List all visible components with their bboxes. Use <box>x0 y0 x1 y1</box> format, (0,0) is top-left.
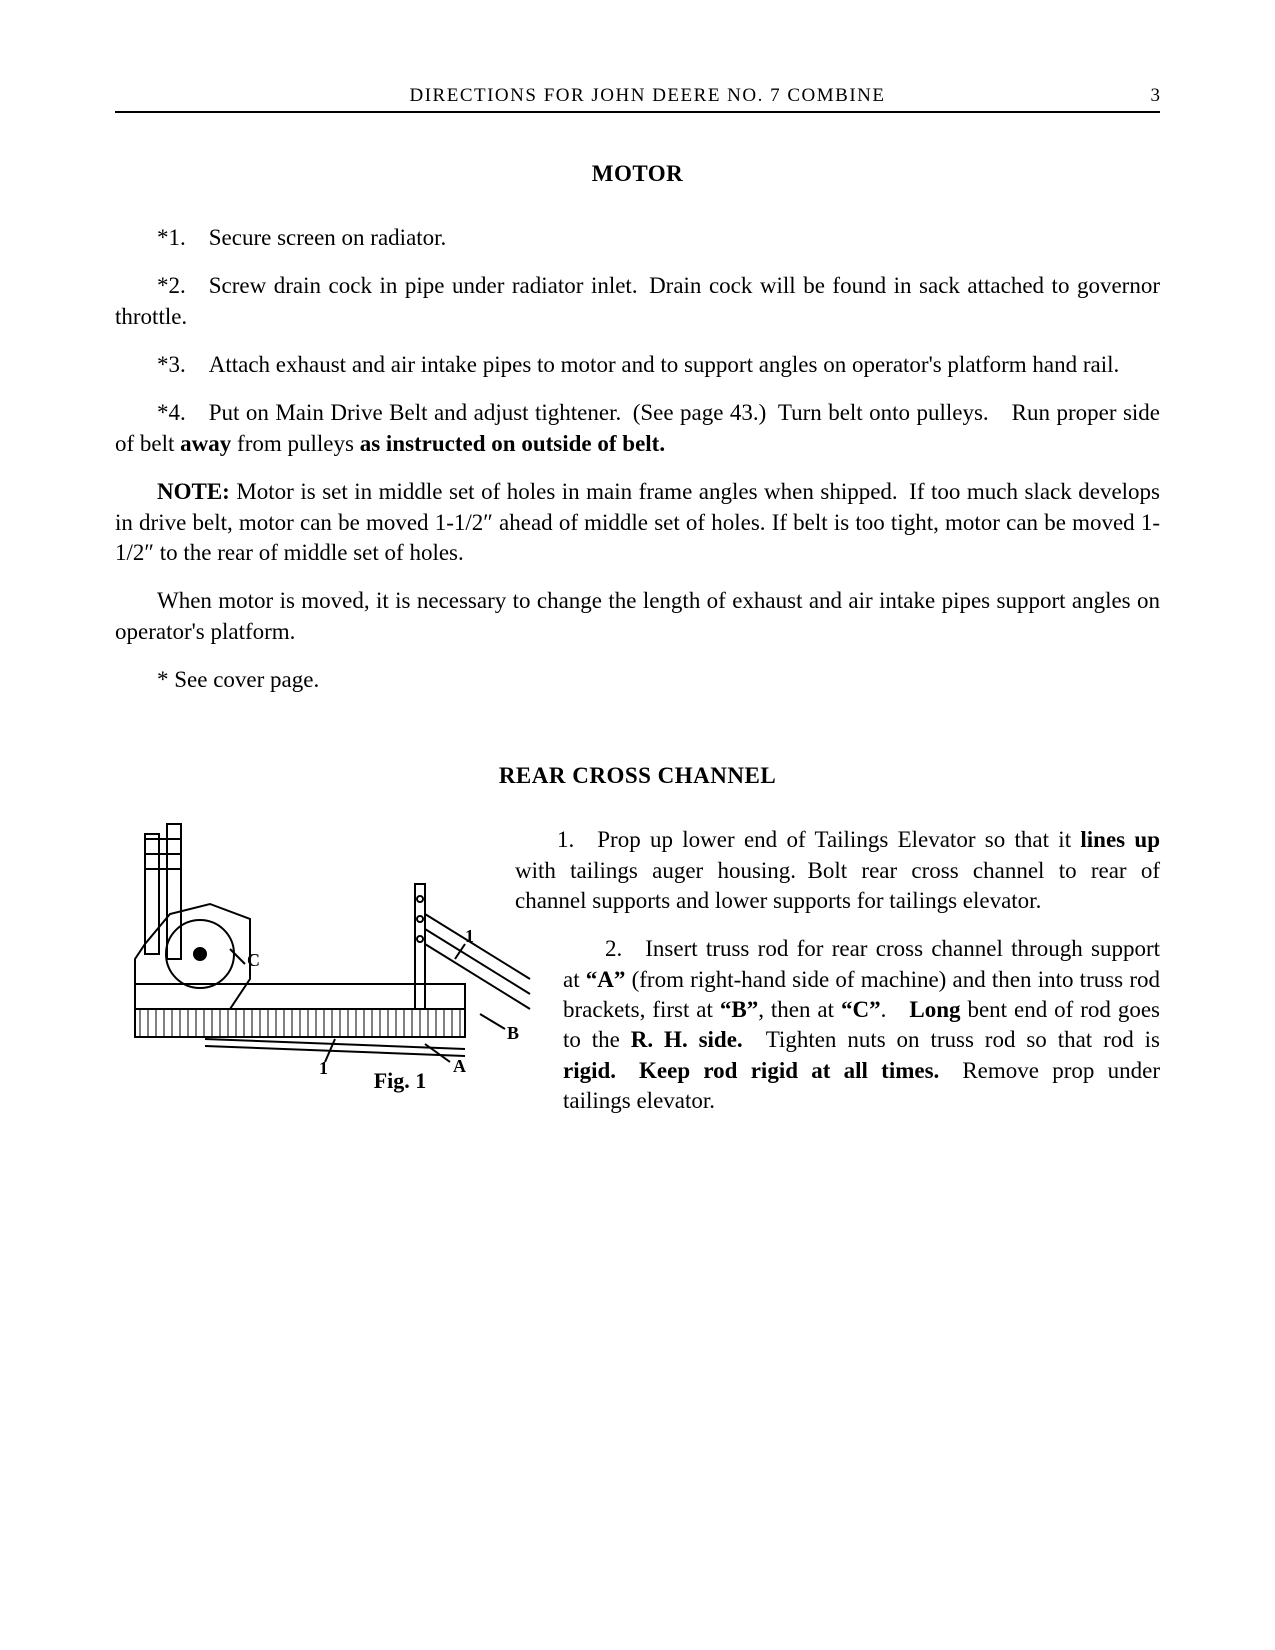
fig-label-1l: 1 <box>319 1058 328 1074</box>
page-header: DIRECTIONS FOR JOHN DEERE NO. 7 COMBINE … <box>115 85 1160 113</box>
figure-1: A B C 1 1 Fig. 1 <box>115 814 535 1094</box>
rear-p2-sp <box>616 1058 639 1083</box>
rear-p2: 2. Insert truss rod for rear cross chann… <box>563 934 1160 1116</box>
fig-label-b: B <box>507 1023 519 1043</box>
motor-heading: MOTOR <box>115 161 1160 187</box>
rear-p2-mid2: , then at <box>758 997 841 1022</box>
fig-label-1r: 1 <box>465 926 474 946</box>
rear-p2-C: “C” <box>841 997 881 1022</box>
rear-heading: REAR CROSS CHANNEL <box>115 763 1160 789</box>
rear-p2-rh: R. H. side. <box>631 1027 743 1052</box>
rear-p2-mid5: Tighten nuts on truss rod so that rod is <box>743 1027 1160 1052</box>
motor-item-4: *4. Put on Main Drive Belt and adjust ti… <box>115 398 1160 459</box>
motor-item-2: *2. Screw drain cock in pipe under radia… <box>115 271 1160 332</box>
motor-note-body: Motor is set in middle set of holes in m… <box>115 479 1160 565</box>
rear-p2-B: “B” <box>720 997 758 1022</box>
rear-p2-A: “A” <box>586 967 626 992</box>
fig-label-a: A <box>453 1056 466 1074</box>
rear-p2-mid3: . <box>881 997 910 1022</box>
rear-p2-long: Long <box>909 997 960 1022</box>
rear-p2-rigid: rigid. <box>563 1058 616 1083</box>
motor-item-4-mid: from pulleys <box>231 431 359 456</box>
fig-label-c: C <box>247 950 260 970</box>
motor-followup: When motor is moved, it is necessary to … <box>115 586 1160 647</box>
page-number: 3 <box>1120 85 1160 107</box>
rear-p1-bold: lines up <box>1080 827 1160 852</box>
motor-note: NOTE: Motor is set in middle set of hole… <box>115 477 1160 568</box>
rear-p1-pre: 1. Prop up lower end of Tailings Elevato… <box>557 827 1080 852</box>
motor-item-4-bold2: as instructed on outside of belt. <box>360 431 665 456</box>
motor-note-label: NOTE: <box>157 479 230 504</box>
rear-p2-keep: Keep rod rigid at all times. <box>639 1058 939 1083</box>
rear-section: REAR CROSS CHANNEL 1. Prop up lower end … <box>115 763 1160 1134</box>
rear-text-col: 2. Insert truss rod for rear cross chann… <box>563 934 1160 1134</box>
figure-1-svg: A B C 1 1 <box>115 814 535 1074</box>
page: DIRECTIONS FOR JOHN DEERE NO. 7 COMBINE … <box>0 0 1275 1185</box>
motor-item-1: *1. Secure screen on radiator. <box>115 223 1160 253</box>
motor-item-3: *3. Attach exhaust and air intake pipes … <box>115 350 1160 380</box>
motor-item-4-bold1: away <box>180 431 231 456</box>
motor-footnote: * See cover page. <box>115 665 1160 695</box>
header-title: DIRECTIONS FOR JOHN DEERE NO. 7 COMBINE <box>115 85 1120 107</box>
